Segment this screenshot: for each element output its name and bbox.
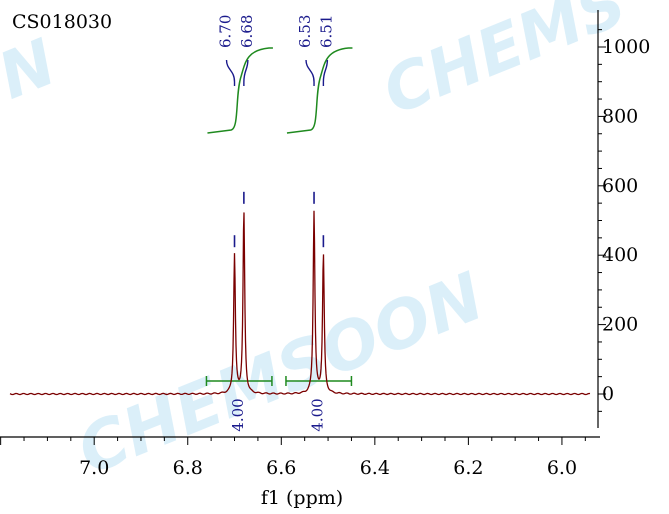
integral-curve <box>207 47 273 134</box>
x-tick-label: 6.6 <box>266 457 296 479</box>
integral-value: 4.00 <box>229 398 247 431</box>
y-tick-label: 0 <box>602 383 614 405</box>
peak-label-connector <box>243 59 249 86</box>
axes: 7.0 6.8 6.6 6.4 6.2 6.0 0 200 400 600 800 1000 <box>0 10 650 479</box>
y-tick-label: 800 <box>602 105 638 127</box>
sample-id: CS018030 <box>12 11 112 33</box>
x-axis-label: f1 (ppm) <box>261 487 343 509</box>
y-tick-label: 400 <box>602 244 638 266</box>
x-tick-label: 6.0 <box>547 457 577 479</box>
watermark-text-center: CHEMSOON <box>67 258 494 490</box>
spectrum-line <box>9 210 591 396</box>
x-tick-label: 7.0 <box>79 457 109 479</box>
x-tick-label: 6.2 <box>453 457 483 479</box>
peak-label: 6.70 <box>217 15 235 48</box>
integral-curve <box>286 47 353 134</box>
watermark-text-top-right: CHEMS <box>373 0 636 130</box>
peak-label-connector <box>225 59 236 86</box>
watermark-text-top-left: ON <box>0 26 66 135</box>
y-tick-label: 1000 <box>602 36 650 58</box>
peak-label: 6.68 <box>238 15 256 48</box>
y-tick-label: 200 <box>602 314 638 336</box>
peak-labels: 6.70 6.68 6.53 6.51 <box>217 15 335 248</box>
peak-label-connector <box>322 59 329 86</box>
integral-value: 4.00 <box>309 398 327 431</box>
x-tick-label: 6.8 <box>173 457 203 479</box>
y-tick-label: 600 <box>602 175 638 197</box>
x-tick-label: 6.4 <box>360 457 390 479</box>
spectrum <box>9 210 591 396</box>
integral-curves: 4.00 4.00 <box>205 47 353 432</box>
peak-label: 6.51 <box>317 15 335 48</box>
peak-label: 6.53 <box>296 15 314 48</box>
peak-label-connector <box>305 59 315 86</box>
